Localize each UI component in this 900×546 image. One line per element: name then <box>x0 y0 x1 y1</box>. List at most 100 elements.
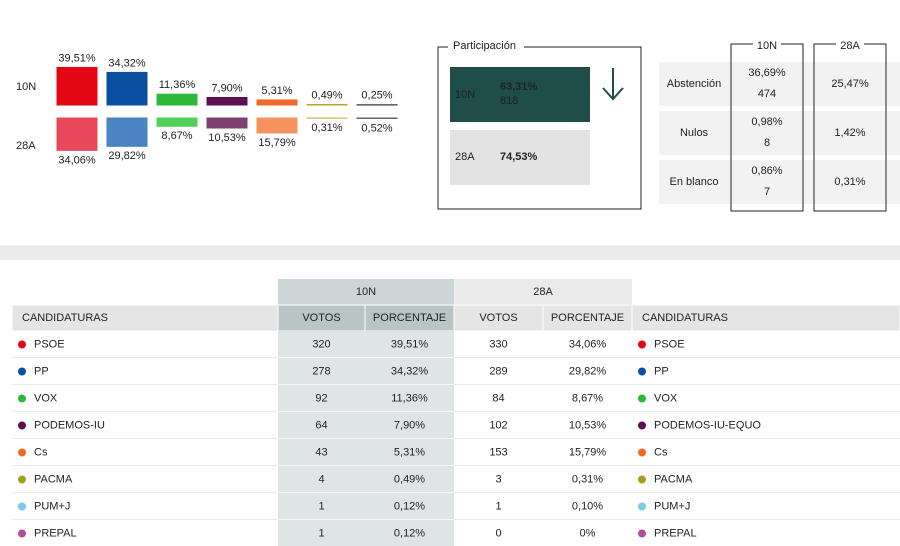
cell-bg <box>365 331 454 358</box>
cell-bg <box>454 439 543 466</box>
cell-bg <box>543 466 632 493</box>
party-dot <box>18 367 26 376</box>
party-dot <box>18 340 26 349</box>
cell-bg <box>278 493 365 520</box>
cell-bg <box>632 466 900 493</box>
row-label: Abstención <box>667 78 721 90</box>
cell-bg <box>278 331 365 358</box>
cell-bg <box>632 520 900 546</box>
party-name: PSOE <box>34 338 65 350</box>
party-name: PP <box>34 365 49 377</box>
bar-label: 15,79% <box>258 137 296 149</box>
cell-bg <box>365 493 454 520</box>
party-dot <box>638 475 646 484</box>
current-votes: 818 <box>500 95 518 107</box>
column-header: VOTOS <box>479 312 517 324</box>
row-label: Nulos <box>680 127 709 139</box>
party-dot <box>638 529 646 538</box>
party-name: PODEMOS-IU <box>34 419 105 431</box>
bar-label: 0,52% <box>361 122 392 134</box>
cell-bg <box>454 385 543 412</box>
cell-value: 3 <box>495 473 501 485</box>
party-dot <box>18 502 26 511</box>
bar-label: 7,90% <box>211 82 242 94</box>
cell-value: 0% <box>580 527 596 539</box>
row-label: 10N <box>16 81 36 93</box>
cell-value: 1 <box>318 500 324 512</box>
cell-value: 34,32% <box>391 365 429 377</box>
value: 36,69% <box>748 67 786 79</box>
cell-bg <box>543 439 632 466</box>
cell-value: 0,31% <box>572 473 603 485</box>
row-bg <box>659 62 900 106</box>
cell-value: 64 <box>315 419 327 431</box>
cell-bg <box>365 466 454 493</box>
cell-bg <box>12 466 278 493</box>
cell-bg <box>278 385 365 412</box>
header-bg <box>542 304 633 332</box>
cell-value: 92 <box>315 392 327 404</box>
cell-bg <box>365 439 454 466</box>
bar <box>106 117 148 147</box>
votes: 8 <box>764 137 770 149</box>
cell-bg <box>543 412 632 439</box>
cell-value: 29,82% <box>569 365 607 377</box>
row-label: 28A <box>16 140 36 152</box>
header-bg <box>836 40 864 52</box>
current-label: 10N <box>455 89 475 101</box>
party-name: PREPAL <box>34 527 77 539</box>
value: 0,86% <box>751 165 782 177</box>
cell-bg <box>543 493 632 520</box>
column-header: PORCENTAJE <box>373 312 446 324</box>
cell-bg <box>543 358 632 385</box>
divider <box>0 245 900 260</box>
cell-value: 330 <box>489 338 507 350</box>
cell-bg <box>543 520 632 546</box>
bar-label: 29,82% <box>108 150 146 162</box>
column-header: VOTOS <box>302 312 340 324</box>
cell-value: 102 <box>489 419 507 431</box>
party-name: VOX <box>34 392 58 404</box>
participation-title: Participación <box>453 40 516 52</box>
cell-value: 4 <box>318 473 324 485</box>
cell-bg <box>365 520 454 546</box>
bar-label: 8,67% <box>161 130 192 142</box>
cell-value: 7,90% <box>394 419 425 431</box>
cell-value: 1 <box>495 500 501 512</box>
party-name: Cs <box>654 446 668 458</box>
cell-bg <box>12 520 278 546</box>
cell-value: 153 <box>489 446 507 458</box>
bar-label: 0,25% <box>361 90 392 102</box>
cell-value: 0,49% <box>394 473 425 485</box>
party-dot <box>18 448 26 457</box>
column-header: 10N <box>757 40 777 52</box>
party-dot <box>638 394 646 403</box>
cell-bg <box>632 493 900 520</box>
cell-value: 1 <box>318 527 324 539</box>
votes: 7 <box>764 186 770 198</box>
party-dot <box>18 475 26 484</box>
cell-value: 43 <box>315 446 327 458</box>
cell-bg <box>632 385 900 412</box>
cell-bg <box>543 385 632 412</box>
cell-bg <box>12 412 278 439</box>
cell-bg <box>12 385 278 412</box>
party-name: Cs <box>34 446 48 458</box>
cell-value: 84 <box>492 392 504 404</box>
party-name: VOX <box>654 392 678 404</box>
cell-bg <box>365 358 454 385</box>
bar-label: 0,31% <box>311 122 342 134</box>
current-value: 63,31% <box>500 81 538 93</box>
cell-value: 15,79% <box>569 446 607 458</box>
party-name: PSOE <box>654 338 685 350</box>
title-bg <box>448 38 524 54</box>
cell-value: 320 <box>312 338 330 350</box>
cell-bg <box>12 358 278 385</box>
party-name: PODEMOS-IU-EQUO <box>654 419 761 431</box>
participation-box <box>437 46 642 210</box>
cell-value: 289 <box>489 365 507 377</box>
party-dot <box>18 394 26 403</box>
group-header: 28A <box>533 286 553 298</box>
bar <box>56 66 98 106</box>
